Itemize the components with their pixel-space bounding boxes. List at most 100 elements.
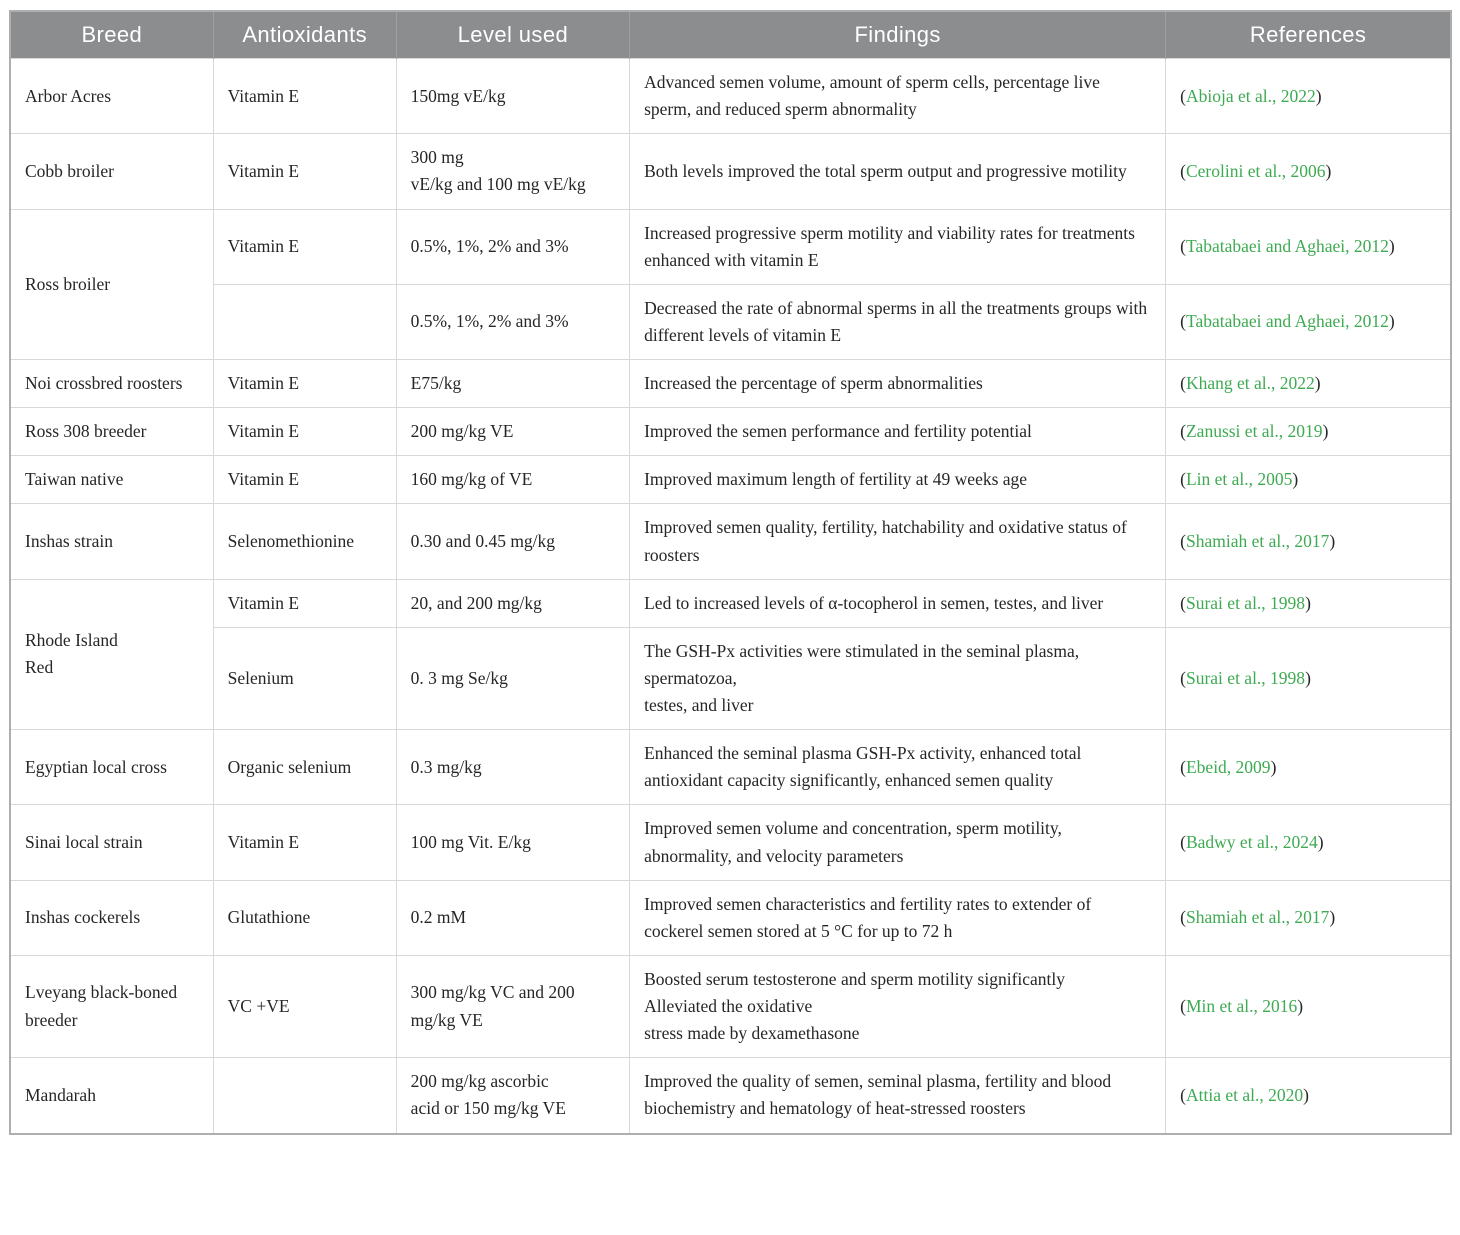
reference-paren-open: ( bbox=[1180, 907, 1186, 928]
table-row: Noi crossbred roosters Vitamin E E75/kg … bbox=[9, 358, 1452, 409]
table-row: Ross broiler Vitamin E 0.5%, 1%, 2% and … bbox=[9, 208, 1452, 360]
reference-paren-close: ) bbox=[1388, 311, 1395, 332]
reference-link[interactable]: Badwy et al., 2024 bbox=[1185, 831, 1318, 852]
antioxidant-cell: Vitamin E bbox=[212, 407, 397, 457]
reference-paren-close: ) bbox=[1315, 85, 1322, 106]
references-cell: (Shamiah et al., 2017) bbox=[1165, 503, 1452, 580]
reference-paren-close: ) bbox=[1329, 907, 1336, 928]
antioxidants-findings-table: Breed Antioxidants Level used Findings R… bbox=[9, 10, 1452, 1135]
reference-link[interactable]: Abioja et al., 2022 bbox=[1185, 85, 1316, 106]
header-row: Breed Antioxidants Level used Findings R… bbox=[10, 11, 1451, 59]
reference-paren-open: ( bbox=[1180, 996, 1186, 1016]
table-row: Egyptian local cross Organic selenium 0.… bbox=[9, 729, 1452, 806]
findings-cell: Boosted serum testosterone and sperm mot… bbox=[629, 954, 1167, 1059]
breed-cell: Inshas strain bbox=[9, 503, 214, 580]
table-row: Rhode Island Red Vitamin E 20, and 200 m… bbox=[9, 578, 1452, 731]
level-cell: 0.5%, 1%, 2% and 3% bbox=[395, 283, 631, 361]
level-cell: 200 mg/kg ascorbic acid or 150 mg/kg VE bbox=[395, 1057, 631, 1134]
antioxidant-cell: Vitamin E bbox=[212, 578, 397, 628]
references-cell: (Surai et al., 1998) bbox=[1165, 578, 1452, 628]
breed-cell: Inshas cockerels bbox=[9, 879, 214, 956]
reference-paren-close: ) bbox=[1305, 667, 1311, 688]
reference-paren-close: ) bbox=[1292, 469, 1299, 490]
reference-paren-close: ) bbox=[1297, 996, 1304, 1016]
references-cell: (Tabatabaei and Aghaei, 2012) bbox=[1165, 283, 1452, 361]
reference-paren-close: ) bbox=[1322, 421, 1329, 442]
level-cell: 300 mg/kg VC and 200 mg/kg VE bbox=[395, 954, 631, 1059]
breed-cell: Lveyang black-boned breeder bbox=[9, 954, 214, 1059]
reference-paren-open: ( bbox=[1180, 530, 1186, 551]
findings-cell: Improved the quality of semen, seminal p… bbox=[629, 1057, 1167, 1134]
reference-link[interactable]: Zanussi et al., 2019 bbox=[1185, 421, 1323, 442]
antioxidant-cell: Vitamin E bbox=[212, 208, 397, 285]
reference-paren-close: ) bbox=[1270, 756, 1277, 777]
level-cell: 200 mg/kg VE bbox=[395, 407, 631, 457]
antioxidant-cell bbox=[212, 283, 397, 361]
reference-link[interactable]: Khang et al., 2022 bbox=[1185, 373, 1315, 393]
findings-cell: The GSH-Px activities were stimulated in… bbox=[629, 626, 1167, 731]
antioxidant-cell: VC +VE bbox=[212, 954, 397, 1059]
reference-link[interactable]: Lin et al., 2005 bbox=[1185, 469, 1293, 490]
level-cell: E75/kg bbox=[395, 358, 631, 409]
table-row: Cobb broiler Vitamin E 300 mg vE/kg and … bbox=[9, 133, 1452, 210]
table-row: Inshas cockerels Glutathione 0.2 mM Impr… bbox=[9, 879, 1452, 956]
reference-paren-open: ( bbox=[1180, 85, 1186, 106]
level-cell: 0.2 mM bbox=[395, 879, 631, 956]
references-cell: (Cerolini et al., 2006) bbox=[1165, 133, 1452, 210]
reference-paren-open: ( bbox=[1180, 1084, 1186, 1105]
breed-cell: Ross 308 breeder bbox=[9, 407, 214, 457]
reference-paren-open: ( bbox=[1180, 831, 1186, 852]
breed-cell: Rhode Island Red bbox=[9, 578, 214, 731]
reference-paren-open: ( bbox=[1180, 311, 1186, 332]
findings-cell: Improved the semen performance and ferti… bbox=[629, 407, 1167, 457]
reference-paren-open: ( bbox=[1180, 160, 1186, 181]
reference-link[interactable]: Shamiah et al., 2017 bbox=[1185, 530, 1330, 551]
antioxidant-cell bbox=[212, 1057, 397, 1134]
findings-cell: Improved semen volume and concentration,… bbox=[629, 804, 1167, 881]
reference-paren-open: ( bbox=[1180, 469, 1186, 490]
references-cell: (Badwy et al., 2024) bbox=[1165, 804, 1452, 881]
antioxidant-cell: Vitamin E bbox=[212, 133, 397, 210]
column-header-findings: Findings bbox=[629, 11, 1167, 59]
table-row: Arbor Acres Vitamin E 150mg vE/kg Advanc… bbox=[9, 57, 1452, 135]
reference-link[interactable]: Min et al., 2016 bbox=[1185, 996, 1298, 1016]
reference-link[interactable]: Surai et al., 1998 bbox=[1185, 667, 1306, 688]
reference-paren-close: ) bbox=[1314, 373, 1321, 393]
antioxidant-cell: Glutathione bbox=[212, 879, 397, 956]
column-header-level-used: Level used bbox=[396, 11, 631, 59]
level-cell: 150mg vE/kg bbox=[395, 57, 631, 135]
references-cell: (Surai et al., 1998) bbox=[1165, 626, 1452, 731]
column-header-breed: Breed bbox=[10, 11, 214, 59]
table-row: Ross 308 breeder Vitamin E 200 mg/kg VE … bbox=[9, 407, 1452, 457]
level-cell: 0. 3 mg Se/kg bbox=[395, 626, 631, 731]
reference-link[interactable]: Ebeid, 2009 bbox=[1185, 756, 1271, 777]
reference-paren-close: ) bbox=[1317, 831, 1324, 852]
reference-link[interactable]: Cerolini et al., 2006 bbox=[1185, 160, 1326, 181]
references-cell: (Ebeid, 2009) bbox=[1165, 729, 1452, 806]
reference-paren-open: ( bbox=[1180, 421, 1186, 442]
breed-cell: Sinai local strain bbox=[9, 804, 214, 881]
findings-cell: Improved maximum length of fertility at … bbox=[629, 455, 1167, 505]
references-cell: (Min et al., 2016) bbox=[1165, 954, 1452, 1059]
references-cell: (Lin et al., 2005) bbox=[1165, 455, 1452, 505]
level-cell: 0.3 mg/kg bbox=[395, 729, 631, 806]
antioxidant-cell: Vitamin E bbox=[212, 455, 397, 505]
reference-link[interactable]: Tabatabaei and Aghaei, 2012 bbox=[1185, 311, 1389, 332]
table-row: Lveyang black-boned breeder VC +VE 300 m… bbox=[9, 954, 1452, 1059]
antioxidant-cell: Selenomethionine bbox=[212, 503, 397, 580]
reference-link[interactable]: Shamiah et al., 2017 bbox=[1185, 907, 1330, 928]
reference-paren-close: ) bbox=[1329, 530, 1336, 551]
reference-link[interactable]: Tabatabaei and Aghaei, 2012 bbox=[1185, 236, 1389, 257]
table-row: Selenium 0. 3 mg Se/kg The GSH-Px activi… bbox=[10, 626, 1452, 731]
level-cell: 0.5%, 1%, 2% and 3% bbox=[395, 208, 631, 285]
reference-link[interactable]: Surai et al., 1998 bbox=[1185, 592, 1306, 613]
column-header-antioxidants: Antioxidants bbox=[213, 11, 397, 59]
reference-link[interactable]: Attia et al., 2020 bbox=[1185, 1084, 1304, 1105]
table-row: Mandarah 200 mg/kg ascorbic acid or 150 … bbox=[9, 1057, 1452, 1134]
findings-cell: Increased the percentage of sperm abnorm… bbox=[629, 358, 1167, 409]
antioxidant-cell: Selenium bbox=[212, 626, 397, 731]
findings-cell: Improved semen quality, fertility, hatch… bbox=[629, 503, 1167, 580]
level-cell: 100 mg Vit. E/kg bbox=[395, 804, 631, 881]
breed-cell: Cobb broiler bbox=[9, 133, 214, 210]
findings-cell: Enhanced the seminal plasma GSH-Px activ… bbox=[629, 729, 1167, 806]
